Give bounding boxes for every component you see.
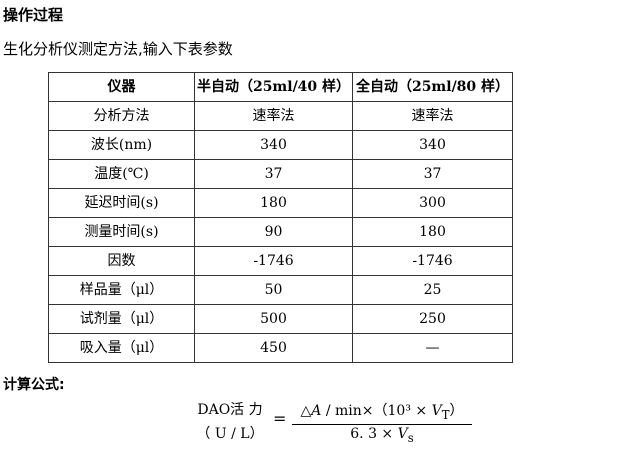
table-cell: — — [352, 333, 513, 363]
intro-text: 生化分析仪测定方法,输入下表参数 — [3, 40, 233, 58]
table-cell: 速率法 — [194, 101, 353, 131]
table-cell: 25 — [352, 275, 513, 305]
table-row: 温度(℃) 37 37 — [48, 159, 513, 189]
formula-lhs: DAO活 力 （ U / L） — [190, 398, 270, 446]
equals-sign: = — [273, 409, 287, 428]
table-row: 因数 -1746 -1746 — [48, 246, 513, 276]
table-cell: 样品量（μl） — [48, 275, 195, 305]
table-cell: 仪器 — [48, 72, 195, 102]
formula-numerator: △A / min×（10³ × VT） — [292, 400, 472, 425]
table-cell: 340 — [194, 130, 353, 160]
lhs-top: DAO活 力 — [197, 402, 263, 418]
table-cell: 450 — [194, 333, 353, 363]
table-row: 试剂量（μl） 500 250 — [48, 304, 513, 334]
table-header-row: 仪器 半自动（25ml/40 样） 全自动（25ml/80 样） — [48, 72, 513, 102]
table-cell: 半自动（25ml/40 样） — [194, 72, 353, 102]
table-cell: 温度(℃) — [48, 159, 195, 189]
table-row: 波长(nm) 340 340 — [48, 130, 513, 160]
table-cell: 波长(nm) — [48, 130, 195, 160]
table-cell: 因数 — [48, 246, 195, 276]
table-cell: 250 — [352, 304, 513, 334]
table-cell: 吸入量（μl） — [48, 333, 195, 363]
table-cell: 37 — [352, 159, 513, 189]
table-cell: 340 — [352, 130, 513, 160]
table-cell: 分析方法 — [48, 101, 195, 131]
table-cell: 延迟时间(s) — [48, 188, 195, 218]
table-cell: 180 — [194, 188, 353, 218]
table-cell: 90 — [194, 217, 353, 247]
table-row: 测量时间(s) 90 180 — [48, 217, 513, 247]
table-row: 分析方法 速率法 速率法 — [48, 101, 513, 131]
table-row: 延迟时间(s) 180 300 — [48, 188, 513, 218]
table-cell: 测量时间(s) — [48, 217, 195, 247]
table-cell: 300 — [352, 188, 513, 218]
table-cell: -1746 — [352, 246, 513, 276]
parameter-table: 仪器 半自动（25ml/40 样） 全自动（25ml/80 样） 分析方法 速率法 速率法… — [48, 72, 513, 363]
table-cell: 速率法 — [352, 101, 513, 131]
table-cell: 试剂量（μl） — [48, 304, 195, 334]
table-cell: 500 — [194, 304, 353, 334]
table-row: 样品量（μl） 50 25 — [48, 275, 513, 305]
formula-denominator: 6. 3 × Vs — [350, 426, 414, 445]
table-row: 吸入量（μl） 450— — [48, 333, 513, 363]
table-cell: 180 — [352, 217, 513, 247]
section-title: 操作过程 — [3, 6, 64, 24]
formula-heading: 计算公式: — [3, 377, 65, 393]
table-cell: 全自动（25ml/80 样） — [352, 72, 513, 102]
table-cell: -1746 — [194, 246, 353, 276]
lhs-bottom: （ U / L） — [196, 426, 264, 442]
table-cell: 50 — [194, 275, 353, 305]
table-cell: 37 — [194, 159, 353, 189]
